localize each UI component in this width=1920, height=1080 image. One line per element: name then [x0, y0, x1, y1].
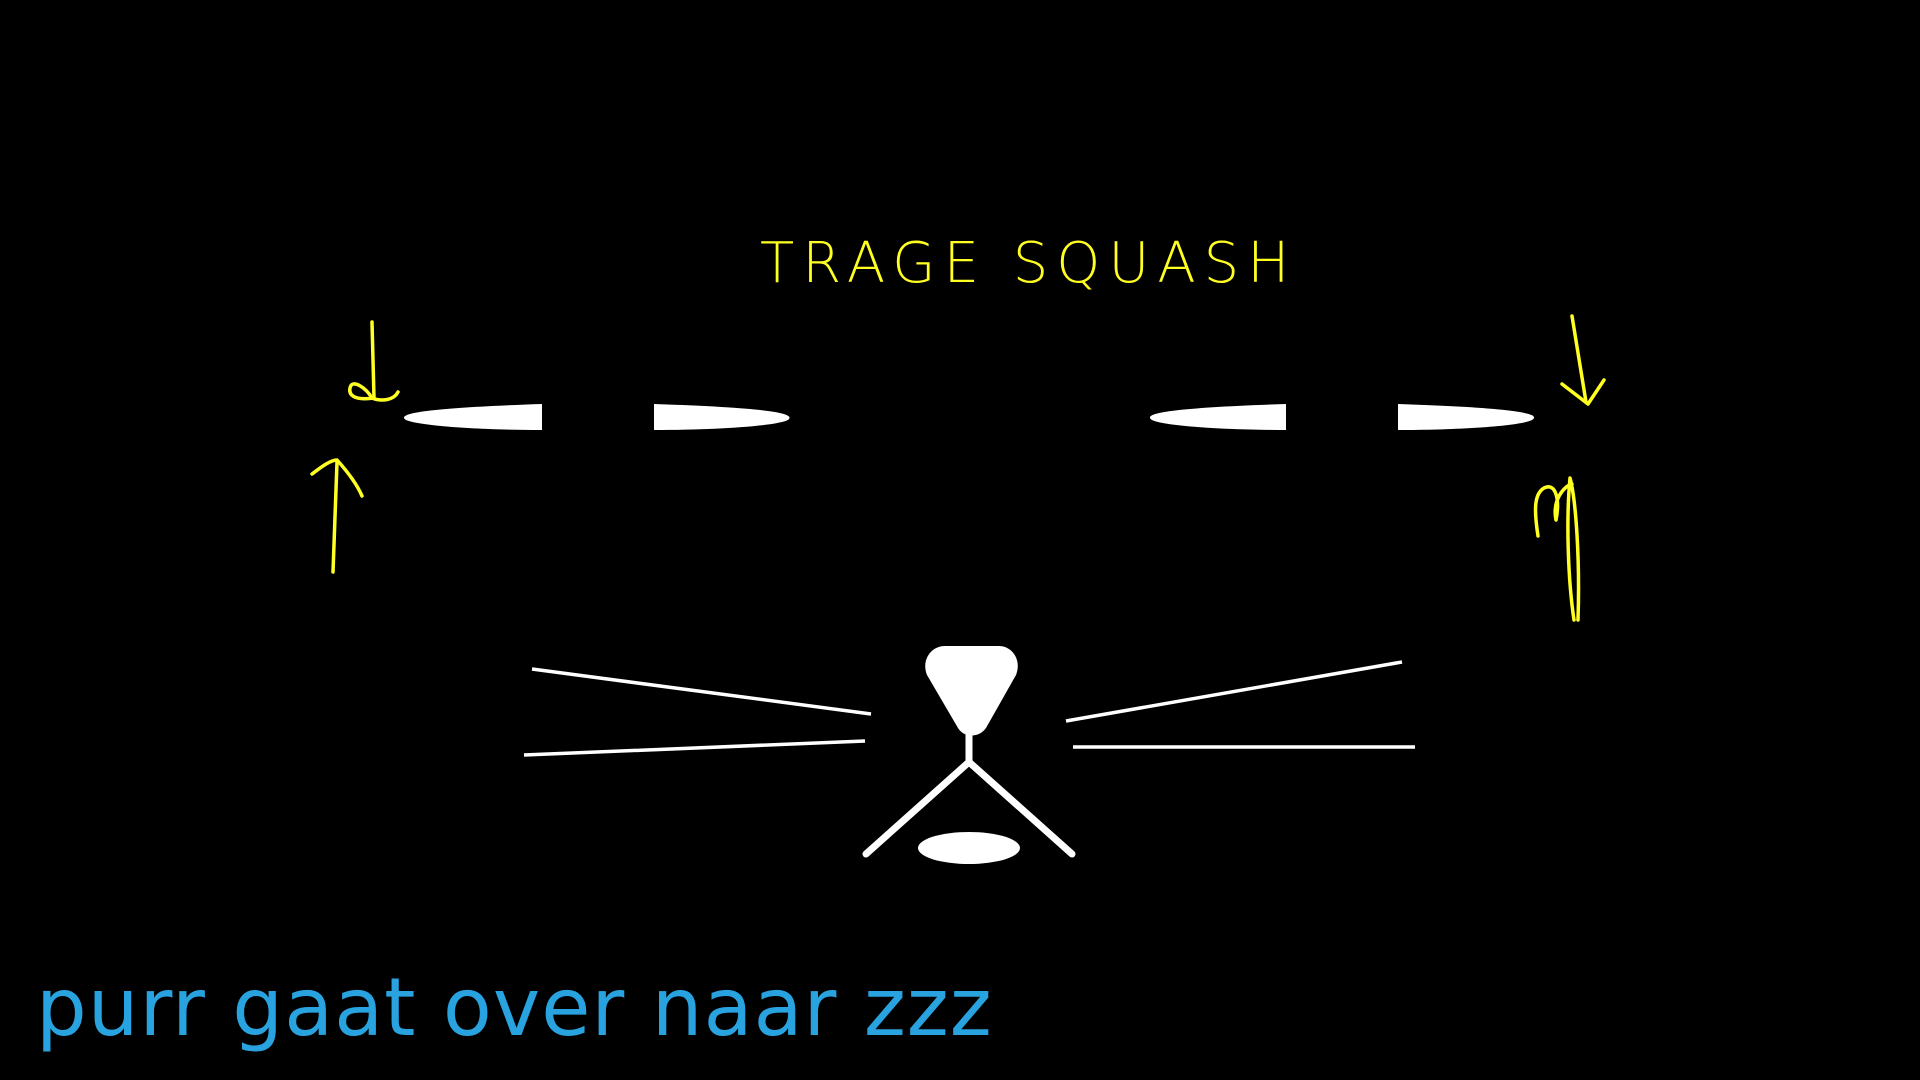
left-down-arrow-icon: [348, 320, 400, 402]
left-eye: [403, 404, 790, 430]
mouth-right-line: [965, 758, 1076, 858]
right-up-arrow-icon: [1533, 476, 1581, 622]
left-eye-outer-half: [403, 404, 542, 430]
caption-text: purr gaat over naar zzz: [36, 961, 993, 1054]
right-whiskers: [1065, 660, 1415, 749]
left-whisker-top: [531, 667, 872, 716]
left-up-arrow-icon: [310, 458, 364, 574]
mouth-opening: [918, 832, 1020, 864]
nose: [925, 646, 1018, 736]
left-whisker-bottom: [523, 739, 866, 757]
right-down-arrow-icon: [1560, 314, 1606, 406]
mouth: [862, 730, 1076, 858]
left-whiskers: [523, 667, 872, 757]
right-eye-outer-half: [1149, 404, 1286, 430]
mouth-left-line: [862, 758, 973, 858]
annotation-trage-squash: TRAGE SQUASH: [760, 231, 1297, 296]
left-eye-inner-half: [654, 404, 790, 430]
right-eye-inner-half: [1398, 404, 1535, 430]
right-whisker-top: [1065, 660, 1403, 723]
right-eye: [1149, 404, 1535, 430]
